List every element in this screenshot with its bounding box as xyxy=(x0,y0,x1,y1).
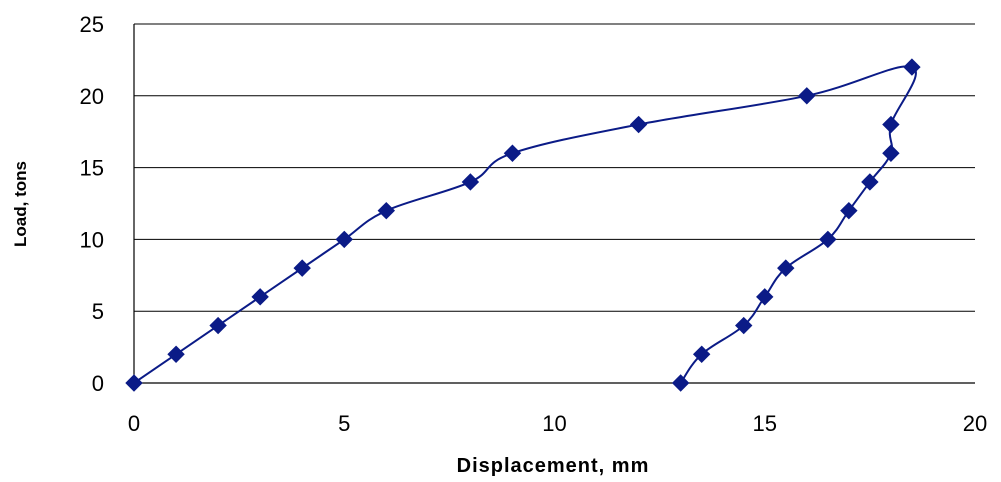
series-line xyxy=(133,65,917,384)
y-tick-label: 10 xyxy=(80,227,104,252)
data-point-marker xyxy=(735,316,753,335)
data-point-marker xyxy=(503,144,522,162)
x-axis-title: Displacement, mm xyxy=(457,455,650,477)
x-tick-label: 0 xyxy=(128,411,140,436)
data-point-marker xyxy=(251,288,269,306)
x-tick-label: 5 xyxy=(338,411,350,436)
data-point-marker xyxy=(461,173,480,191)
x-tick-labels: 0 5 10 15 20 xyxy=(128,411,987,436)
data-point-marker xyxy=(819,230,837,249)
data-point-marker xyxy=(293,259,311,277)
data-point-marker xyxy=(335,230,353,249)
y-tick-label: 5 xyxy=(92,299,104,324)
y-axis-title: Load, tons xyxy=(11,161,30,247)
gridlines xyxy=(134,23,975,312)
y-tick-label: 25 xyxy=(80,12,104,37)
data-point-marker xyxy=(167,345,185,363)
data-point-marker xyxy=(882,144,900,162)
data-point-marker xyxy=(629,115,648,134)
data-point-marker xyxy=(840,201,858,220)
y-tick-labels: 0 5 10 15 20 25 xyxy=(80,12,104,396)
y-tick-label: 20 xyxy=(80,84,104,109)
data-point-marker xyxy=(209,316,227,335)
y-tick-label: 0 xyxy=(92,371,104,396)
data-point-marker xyxy=(756,288,774,306)
data-point-marker xyxy=(861,173,879,191)
data-point-marker xyxy=(377,201,396,220)
series-markers xyxy=(125,58,921,392)
y-tick-label: 15 xyxy=(80,156,104,181)
data-point-marker xyxy=(882,115,900,134)
data-point-marker xyxy=(777,259,795,277)
data-point-marker xyxy=(671,374,690,392)
data-point-marker xyxy=(798,87,816,105)
x-tick-label: 15 xyxy=(753,411,777,436)
data-point-marker xyxy=(692,345,711,363)
data-point-marker xyxy=(125,374,143,392)
data-point-marker xyxy=(903,58,921,76)
x-tick-label: 10 xyxy=(542,411,566,436)
x-tick-label: 20 xyxy=(963,411,987,436)
axes xyxy=(133,24,975,384)
